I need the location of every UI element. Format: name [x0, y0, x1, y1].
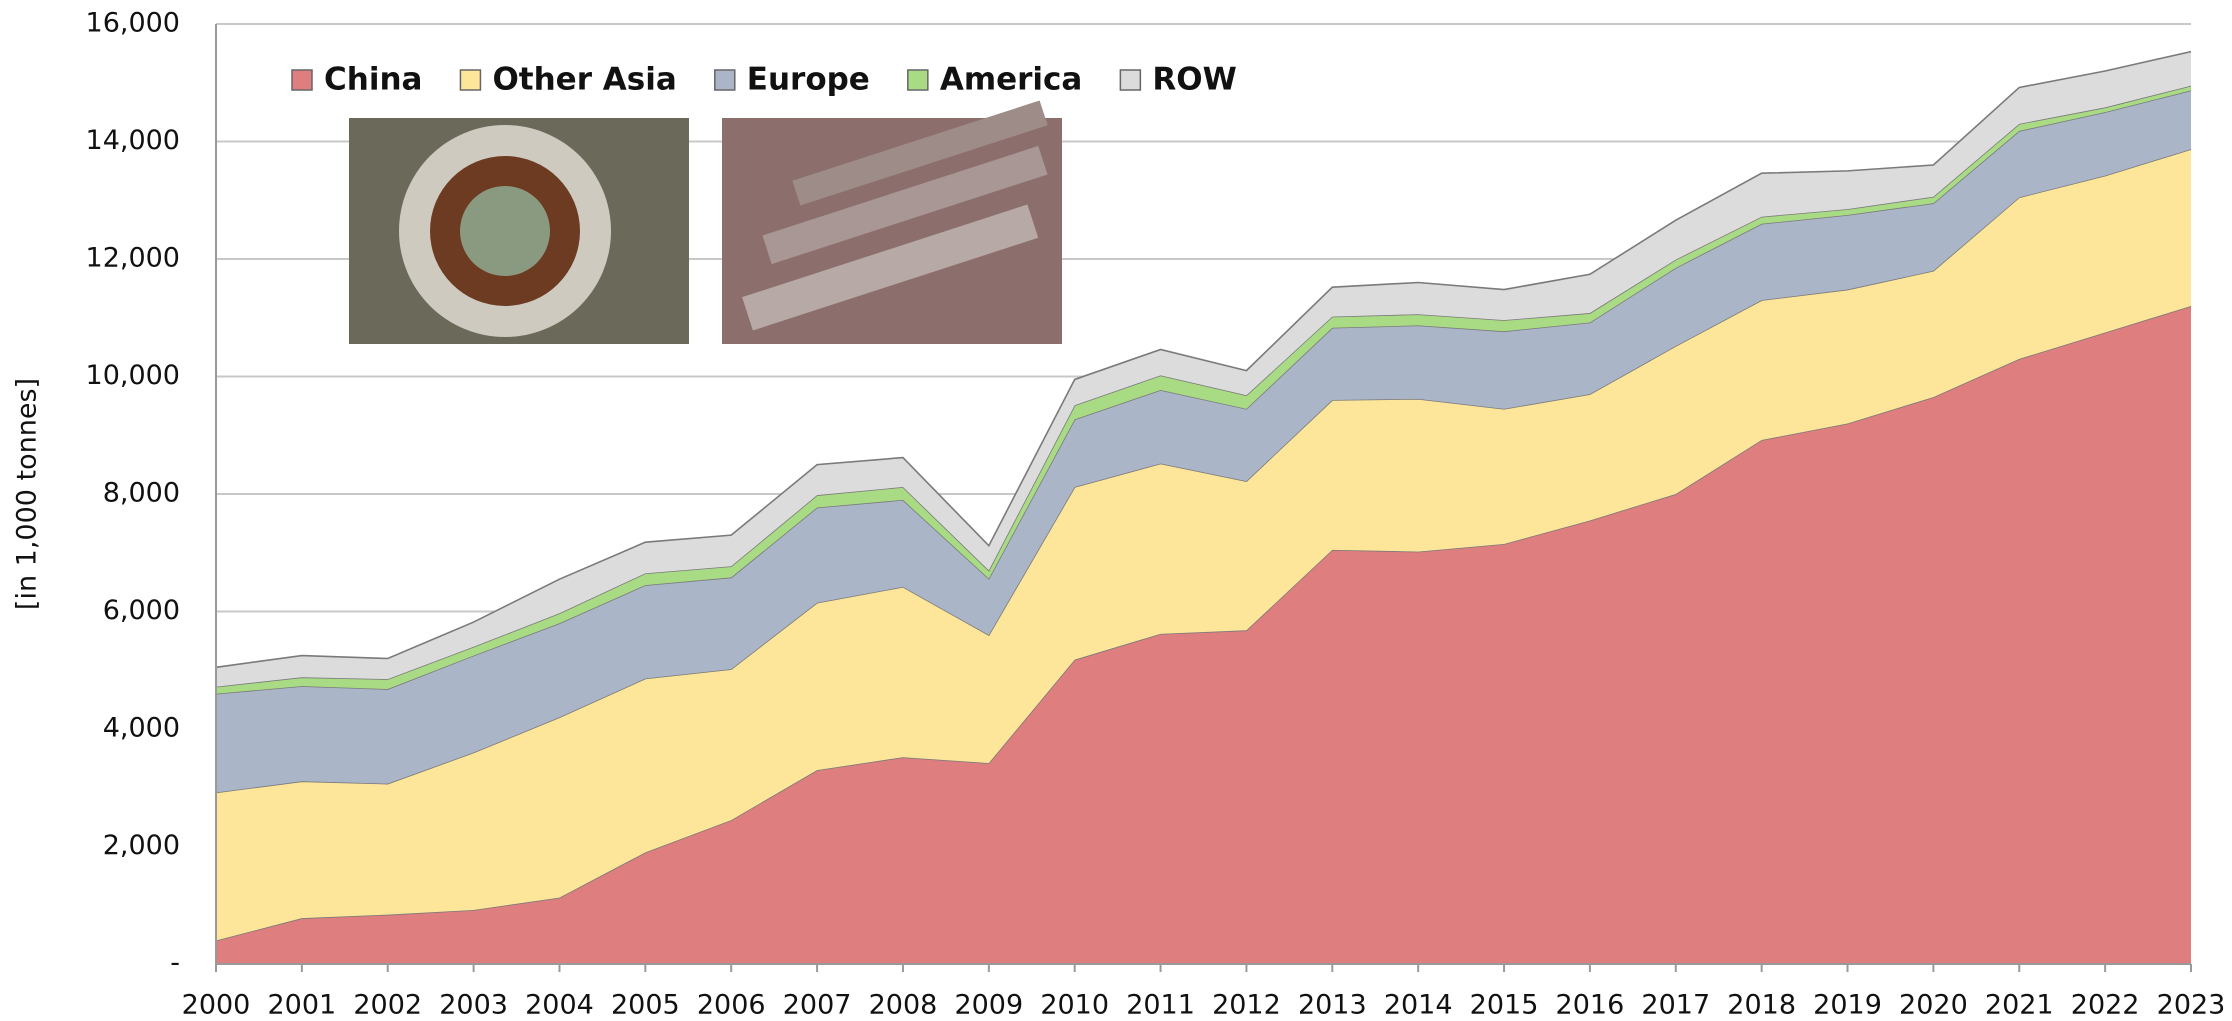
legend-swatch: [459, 69, 482, 91]
x-tick-label: 2015: [1470, 990, 1539, 1021]
x-tick-label: 2005: [611, 990, 680, 1021]
area: [216, 90, 2191, 793]
legend-swatch: [907, 69, 929, 91]
y-tick-label: 8,000: [103, 478, 180, 509]
x-tick-label: 2019: [1813, 990, 1882, 1021]
y-tick-label: 10,000: [86, 360, 180, 391]
x-tick-label: 2011: [1126, 990, 1195, 1021]
x-tick-label: 2006: [697, 990, 766, 1021]
legend-label: Other Asia: [492, 62, 676, 98]
x-tick-label: 2016: [1556, 990, 1625, 1021]
x-tick-label: 2014: [1384, 990, 1453, 1021]
x-tick-label: 2002: [353, 990, 422, 1021]
legend-label: ROW: [1152, 62, 1236, 98]
x-tick-label: 2013: [1298, 990, 1367, 1021]
y-tick-label: 4,000: [103, 713, 180, 744]
x-tick-label: 2003: [439, 990, 508, 1021]
area: [216, 51, 2191, 687]
y-axis-label: [in 1,000 tonnes]: [12, 378, 43, 610]
x-tick-label: 2007: [783, 990, 852, 1021]
area: [216, 306, 2191, 964]
legend-swatch: [291, 69, 313, 91]
photo-rotors: [722, 100, 1062, 344]
x-tick-label: 2004: [525, 990, 594, 1021]
x-tick-label: 2012: [1212, 990, 1281, 1021]
area: [216, 149, 2191, 941]
area: [216, 85, 2191, 694]
x-tick-label: 2009: [954, 990, 1023, 1021]
area-edge: [215, 50, 2192, 669]
x-tick-label: 2018: [1727, 990, 1796, 1021]
x-tick-label: 2020: [1899, 990, 1968, 1021]
y-tick-label: 2,000: [103, 830, 180, 861]
legend-swatch: [714, 69, 736, 91]
legend-label: China: [324, 62, 422, 98]
x-tick-label: 2010: [1040, 990, 1109, 1021]
y-tick-label: 6,000: [103, 595, 180, 626]
x-tick-label: 2000: [182, 990, 251, 1021]
x-tick-label: 2022: [2071, 990, 2140, 1021]
x-tick-label: 2017: [1641, 990, 1710, 1021]
legend-label: America: [940, 62, 1083, 98]
y-tick-label: 12,000: [86, 243, 180, 274]
x-tick-label: 2008: [869, 990, 938, 1021]
x-tick-label: 2023: [2157, 990, 2226, 1021]
y-tick-label: 14,000: [86, 125, 180, 156]
y-tick-label: -: [170, 948, 180, 979]
x-tick-label: 2001: [268, 990, 337, 1021]
legend-label: Europe: [747, 62, 870, 98]
legend-swatch: [1119, 69, 1142, 91]
x-tick-label: 2021: [1985, 990, 2054, 1021]
photo-stator: [349, 118, 689, 344]
y-tick-label: 16,000: [86, 8, 180, 39]
